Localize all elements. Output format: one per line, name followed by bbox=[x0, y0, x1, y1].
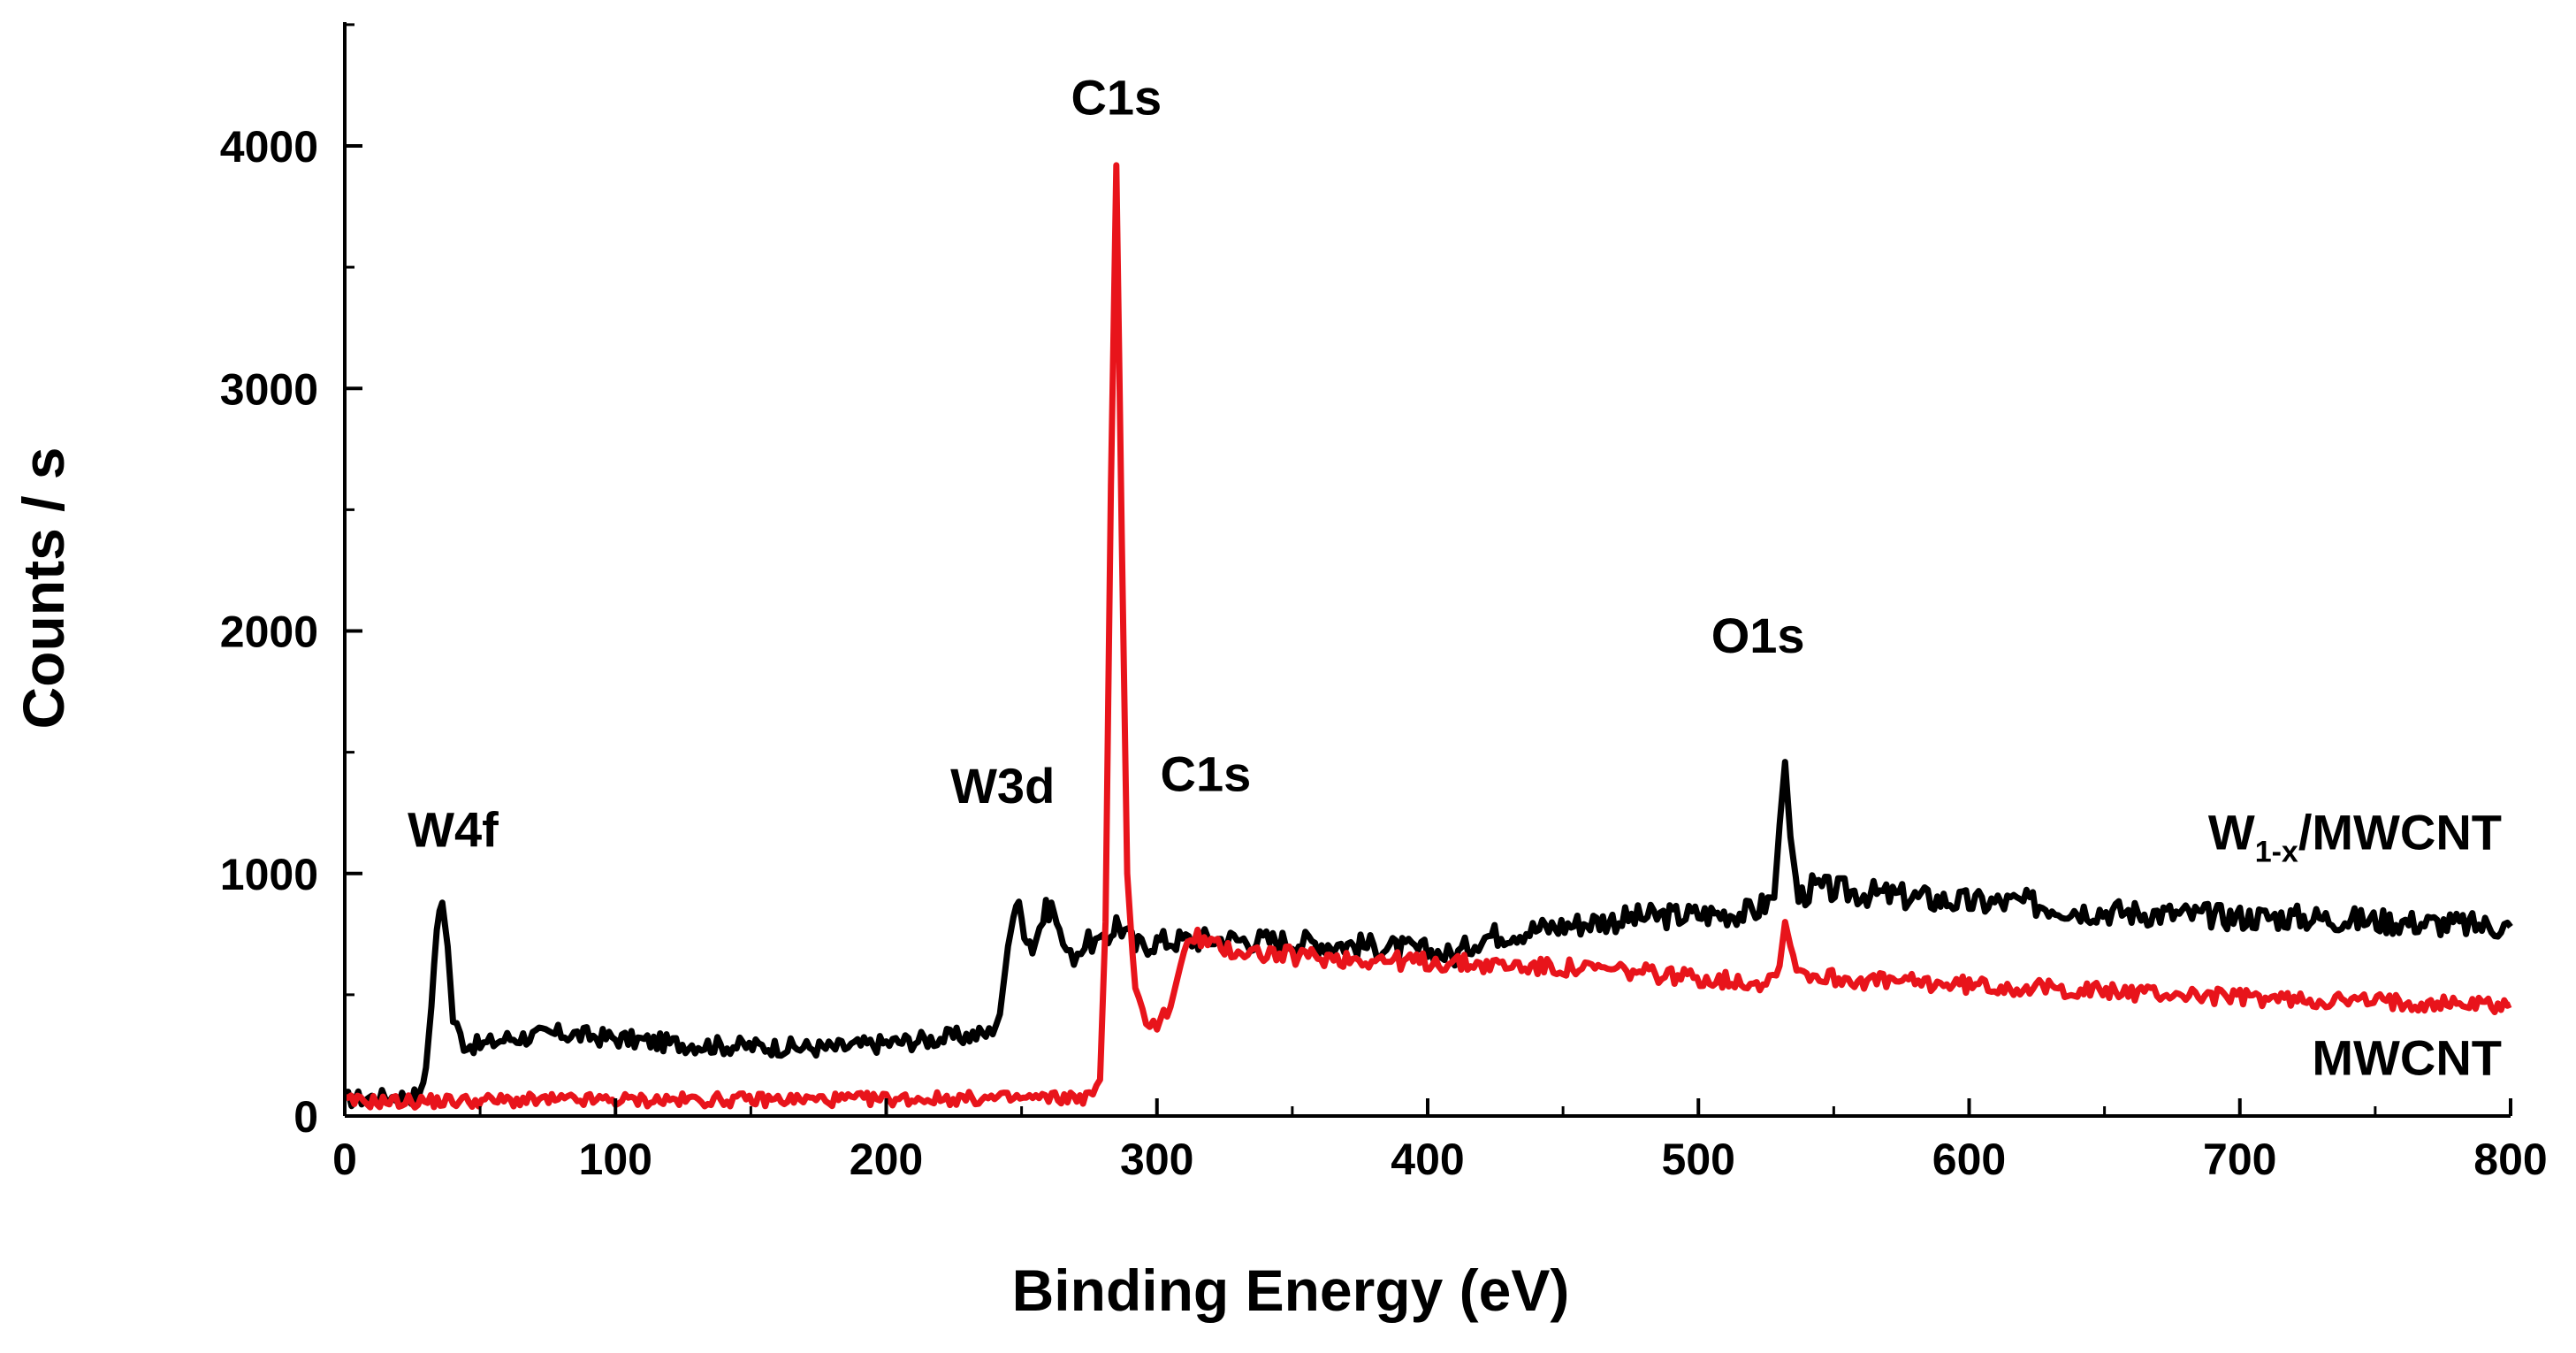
plot-area bbox=[344, 162, 2513, 1111]
series-label-mwcnt: MWCNT bbox=[2312, 1029, 2502, 1085]
axes: 0 100 200 300 400 500 600 700 800 0 1000 2000 3000 40… bbox=[220, 22, 2548, 1184]
x-tick-label: 200 bbox=[850, 1135, 923, 1184]
x-tick-label: 100 bbox=[579, 1135, 652, 1184]
x-tick-label: 600 bbox=[1932, 1135, 2006, 1184]
peak-label: C1s bbox=[1071, 69, 1162, 125]
y-tick-label: 3000 bbox=[220, 364, 318, 414]
x-tick-label: 400 bbox=[1391, 1135, 1464, 1184]
peak-label: W4f bbox=[408, 802, 499, 858]
peak-label: O1s bbox=[1711, 608, 1805, 663]
series-line-mwcnt bbox=[344, 162, 2512, 1111]
x-axis-title: Binding Energy (eV) bbox=[1012, 1257, 1570, 1323]
peak-label: C1s bbox=[1161, 746, 1252, 802]
peak-label: W3d bbox=[950, 758, 1055, 814]
x-tick-label: 800 bbox=[2473, 1135, 2547, 1184]
y-tick-label: 4000 bbox=[220, 122, 318, 172]
x-tick-label: 0 bbox=[332, 1135, 357, 1184]
x-tick-label: 300 bbox=[1120, 1135, 1193, 1184]
x-tick-label: 700 bbox=[2203, 1135, 2276, 1184]
y-axis-title: Counts / s bbox=[11, 447, 76, 729]
y-tick-label: 0 bbox=[293, 1092, 318, 1142]
y-tick-label: 2000 bbox=[220, 608, 318, 657]
x-tick-label: 500 bbox=[1662, 1135, 1735, 1184]
series-line-w1-x-mwcnt bbox=[344, 759, 2513, 1110]
series-label-w1-x-mwcnt: W1-x/MWCNT bbox=[2208, 804, 2502, 868]
y-tick-label: 1000 bbox=[220, 850, 318, 899]
peak-annotations: C1s W4f W3d C1s O1s W1-x/MWCNT MWCNT bbox=[408, 69, 2502, 1085]
